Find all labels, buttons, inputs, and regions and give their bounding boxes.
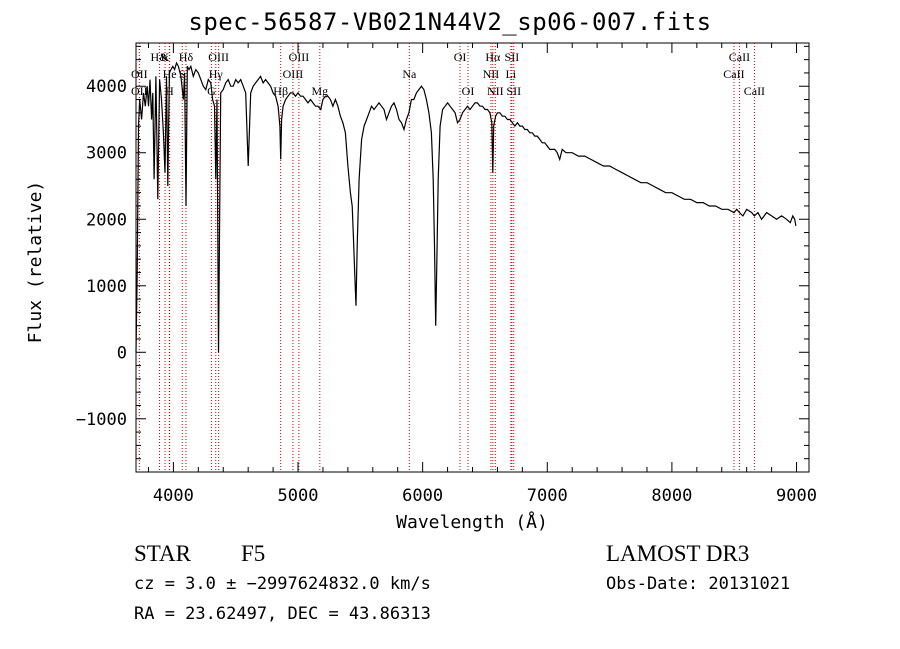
line-label: NII [483, 67, 500, 81]
line-label: SII [506, 84, 521, 98]
line-label: CaII [744, 84, 765, 98]
y-tick-label: 2000 [86, 210, 127, 230]
object-class: STAR [134, 541, 191, 566]
obs-date: Obs-Date: 20131021 [606, 574, 791, 594]
line-label: K [161, 50, 170, 64]
x-tick-label: 5000 [278, 486, 319, 506]
line-label: OII [131, 67, 148, 81]
line-label: SII [505, 50, 520, 64]
y-tick-label: −1000 [76, 410, 127, 430]
line-label: Li [506, 67, 517, 81]
y-tick-label: 3000 [86, 144, 127, 164]
line-label: OIII [283, 67, 304, 81]
y-axis-label: Flux (relative) [25, 181, 46, 344]
y-tick-label: 4000 [86, 77, 127, 97]
line-label: OI [462, 84, 475, 98]
line-label: CaII [723, 67, 744, 81]
line-label: S [179, 67, 186, 81]
x-tick-label: 6000 [402, 486, 443, 506]
coordinates-text: RA = 23.62497, DEC = 43.86313 [134, 604, 431, 624]
line-label: OII [131, 84, 148, 98]
y-tick-label: 0 [117, 343, 127, 363]
line-label: H& [151, 50, 170, 64]
survey-name: LAMOST DR3 [606, 541, 750, 566]
line-label: Hβ [273, 84, 288, 98]
line-label: Na [402, 67, 417, 81]
line-label: CaII [729, 50, 750, 64]
velocity-text: cz = 3.0 ± −2997624832.0 km/s [134, 574, 431, 594]
line-label: OIII [289, 50, 310, 64]
x-tick-label: 7000 [527, 486, 568, 506]
line-label: NII [487, 84, 504, 98]
line-label: Hδ [179, 50, 194, 64]
line-label: OIII [208, 50, 229, 64]
line-label: Hγ [209, 67, 224, 81]
line-label: H [165, 84, 174, 98]
line-label: Mg [311, 84, 328, 98]
x-tick-label: 8000 [651, 486, 692, 506]
spectrum-line [135, 61, 797, 353]
plot-frame [135, 42, 810, 473]
line-label: G [207, 84, 216, 98]
x-tick-label: 9000 [776, 486, 817, 506]
line-label: He [163, 67, 177, 81]
object-subclass: F5 [241, 541, 266, 566]
line-label: OI [454, 50, 467, 64]
line-label: Hα [485, 50, 501, 64]
x-axis-label: Wavelength (Å) [396, 511, 548, 533]
y-tick-label: 1000 [86, 277, 127, 297]
x-tick-label: 4000 [153, 486, 194, 506]
chart-title: spec-56587-VB021N44V2_sp06-007.fits [188, 8, 712, 36]
